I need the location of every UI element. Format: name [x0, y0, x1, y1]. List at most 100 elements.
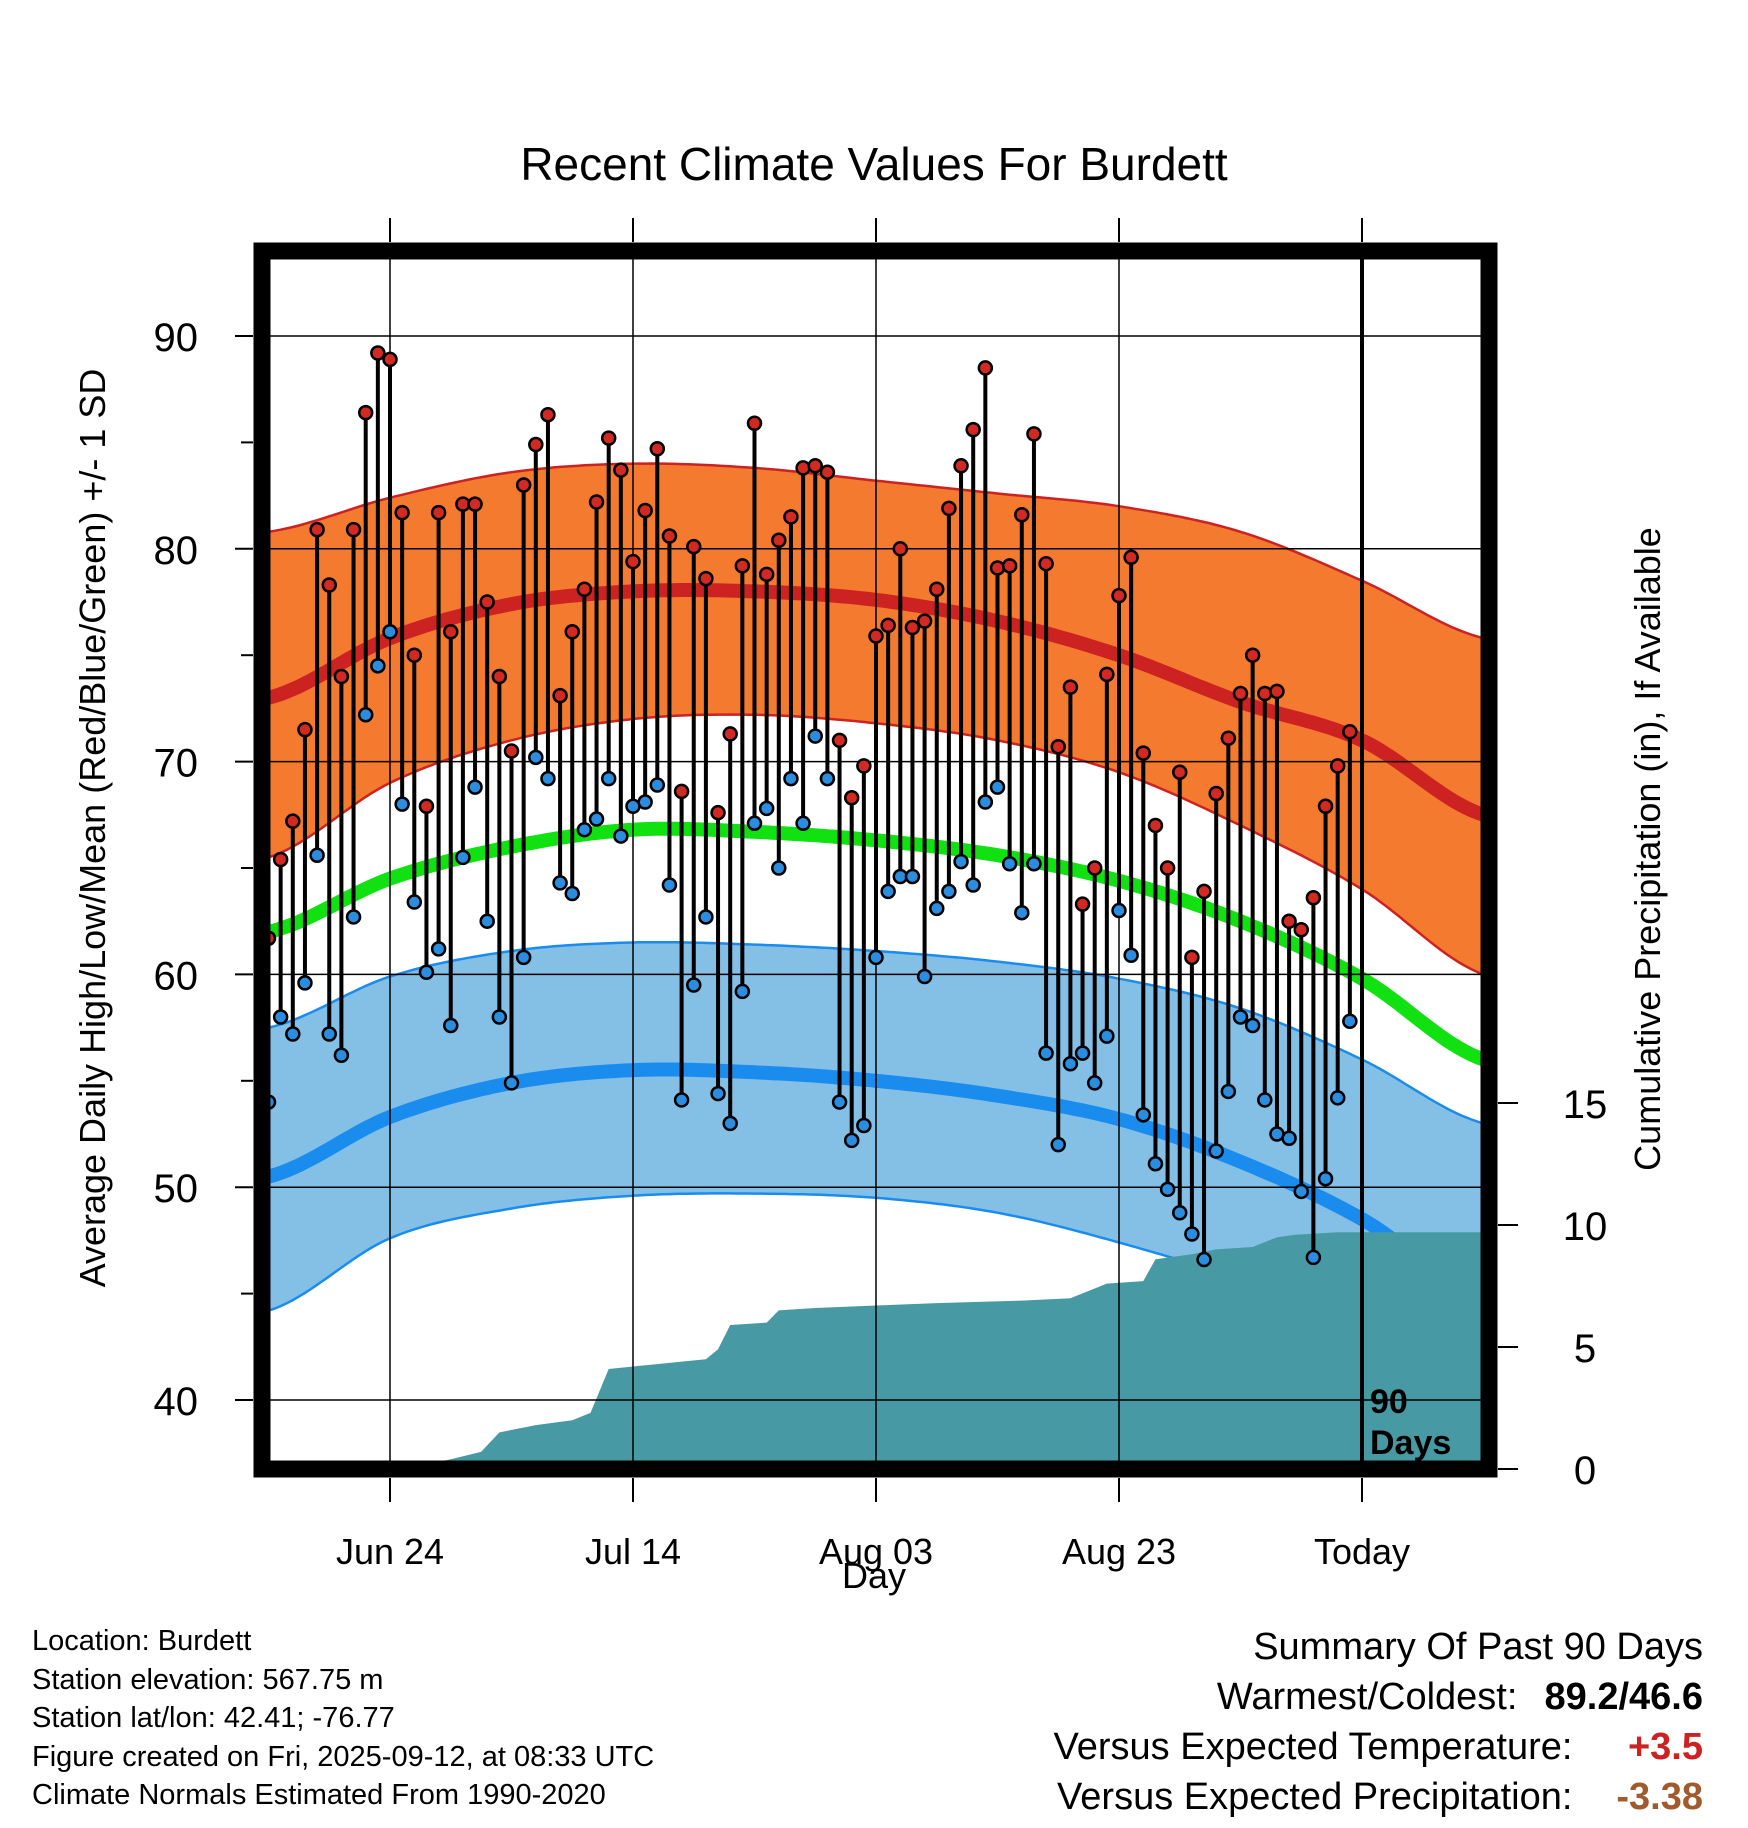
warm-cold-row: Warmest/Coldest: 89.2/46.6	[1054, 1672, 1703, 1722]
daily-high-point	[1196, 883, 1212, 900]
daily-low-point	[831, 1094, 848, 1110]
x-tick-label: Today	[1314, 1531, 1410, 1572]
daily-low-point	[929, 900, 945, 917]
daily-low-point	[746, 815, 763, 832]
daily-high-point	[528, 436, 544, 453]
daily-low-point	[989, 779, 1006, 795]
daily-low-point	[613, 828, 629, 844]
daily-high-point	[649, 441, 666, 457]
daily-high-point	[576, 581, 593, 597]
x-tick-label: Jun 24	[336, 1531, 444, 1572]
daily-low-point	[357, 707, 374, 723]
daily-high-point	[892, 541, 909, 557]
y-tick-label: 90	[154, 316, 199, 360]
y-tick-label: 70	[154, 742, 199, 786]
y-tick-label: 50	[154, 1167, 199, 1211]
daily-high-point	[880, 617, 896, 634]
daily-high-point	[989, 560, 1006, 576]
daily-low-point	[661, 877, 678, 893]
daily-high-point	[771, 532, 787, 549]
daily-high-point	[637, 502, 653, 519]
chart-title: Recent Climate Values For Burdett	[520, 138, 1228, 190]
daily-low-point	[1257, 1092, 1273, 1108]
daily-low-point	[819, 770, 836, 787]
daily-high-point	[904, 619, 921, 636]
daily-high-point	[1014, 507, 1030, 523]
daily-low-point	[528, 749, 544, 766]
daily-low-point	[479, 913, 495, 929]
temp-anomaly-value: +3.5	[1627, 1726, 1703, 1768]
y2-tick-label: 5	[1574, 1327, 1596, 1371]
days-marker-days: Days	[1370, 1424, 1451, 1462]
daily-high-point	[1208, 785, 1224, 802]
daily-low-point	[370, 658, 386, 674]
daily-high-point	[977, 360, 994, 376]
daily-high-point	[965, 421, 981, 438]
x-tick-label: Aug 23	[1062, 1531, 1176, 1572]
daily-high-point	[418, 798, 435, 815]
daily-low-point	[734, 983, 751, 1000]
daily-low-point	[1317, 1170, 1334, 1187]
daily-high-point	[515, 477, 532, 493]
daily-high-point	[1038, 555, 1054, 572]
daily-high-point	[1257, 685, 1273, 702]
daily-high-point	[588, 494, 605, 510]
daily-low-point	[916, 968, 933, 985]
x-tick-label: Jul 14	[585, 1531, 681, 1572]
daily-low-point	[564, 885, 580, 902]
daily-high-point	[552, 687, 568, 704]
daily-low-point	[673, 1092, 690, 1108]
daily-high-point	[625, 553, 641, 570]
daily-low-point	[1001, 855, 1018, 872]
daily-high-point	[1293, 921, 1309, 938]
daily-high-point	[807, 458, 823, 474]
daily-low-point	[297, 975, 313, 991]
daily-high-point	[285, 813, 301, 829]
daily-low-point	[880, 883, 896, 900]
daily-low-point	[965, 877, 981, 893]
daily-high-point	[698, 570, 714, 587]
daily-high-point	[1305, 890, 1322, 906]
daily-high-point	[382, 351, 398, 368]
daily-high-point	[856, 758, 872, 774]
y2-tick-label: 15	[1563, 1083, 1608, 1127]
daily-high-point	[1135, 745, 1152, 761]
daily-high-point	[843, 790, 860, 806]
summary-heading: Summary Of Past 90 Days	[1253, 1626, 1703, 1668]
daily-low-point	[1220, 1083, 1237, 1100]
daily-high-point	[758, 566, 775, 583]
daily-low-point	[807, 728, 823, 744]
daily-low-point	[1232, 1009, 1249, 1025]
warm-cold-label: Warmest/Coldest:	[1216, 1676, 1518, 1718]
daily-high-point	[333, 668, 350, 685]
daily-low-point	[758, 800, 775, 817]
daily-high-point	[1184, 949, 1200, 966]
daily-low-point	[1196, 1251, 1212, 1268]
daily-high-point	[443, 624, 459, 640]
daily-high-point	[394, 504, 410, 521]
daily-high-point	[1329, 758, 1346, 774]
y2-axis-label: Cumulative Precipitation (in), If Availa…	[1627, 527, 1668, 1171]
daily-low-point	[649, 777, 666, 793]
daily-high-point	[297, 721, 313, 738]
daily-high-point	[831, 732, 848, 749]
daily-high-point	[1111, 587, 1127, 604]
daily-low-point	[321, 1026, 337, 1042]
daily-low-point	[394, 796, 410, 812]
daily-high-point	[1026, 426, 1042, 442]
daily-high-point	[783, 509, 799, 525]
daily-low-point	[1026, 855, 1042, 872]
daily-low-point	[710, 1085, 726, 1102]
daily-high-point	[406, 647, 423, 663]
daily-low-point	[418, 964, 435, 981]
latlon-text: Station lat/lon: 42.41; -76.77	[32, 1702, 395, 1734]
daily-high-point	[1220, 730, 1237, 746]
y-tick-label: 80	[154, 529, 199, 573]
daily-low-point	[1208, 1143, 1224, 1159]
daily-high-point	[1159, 860, 1176, 876]
daily-low-point	[467, 779, 483, 795]
daily-low-point	[1050, 1136, 1066, 1153]
daily-low-point	[272, 1009, 289, 1025]
axes: 40 50 60 70 80 90 0 5 10 15 Jun 24 Jul 14 Aug 03 Aug …	[154, 218, 1608, 1572]
normals-text: Climate Normals Estimated From 1990-2020	[32, 1779, 606, 1811]
